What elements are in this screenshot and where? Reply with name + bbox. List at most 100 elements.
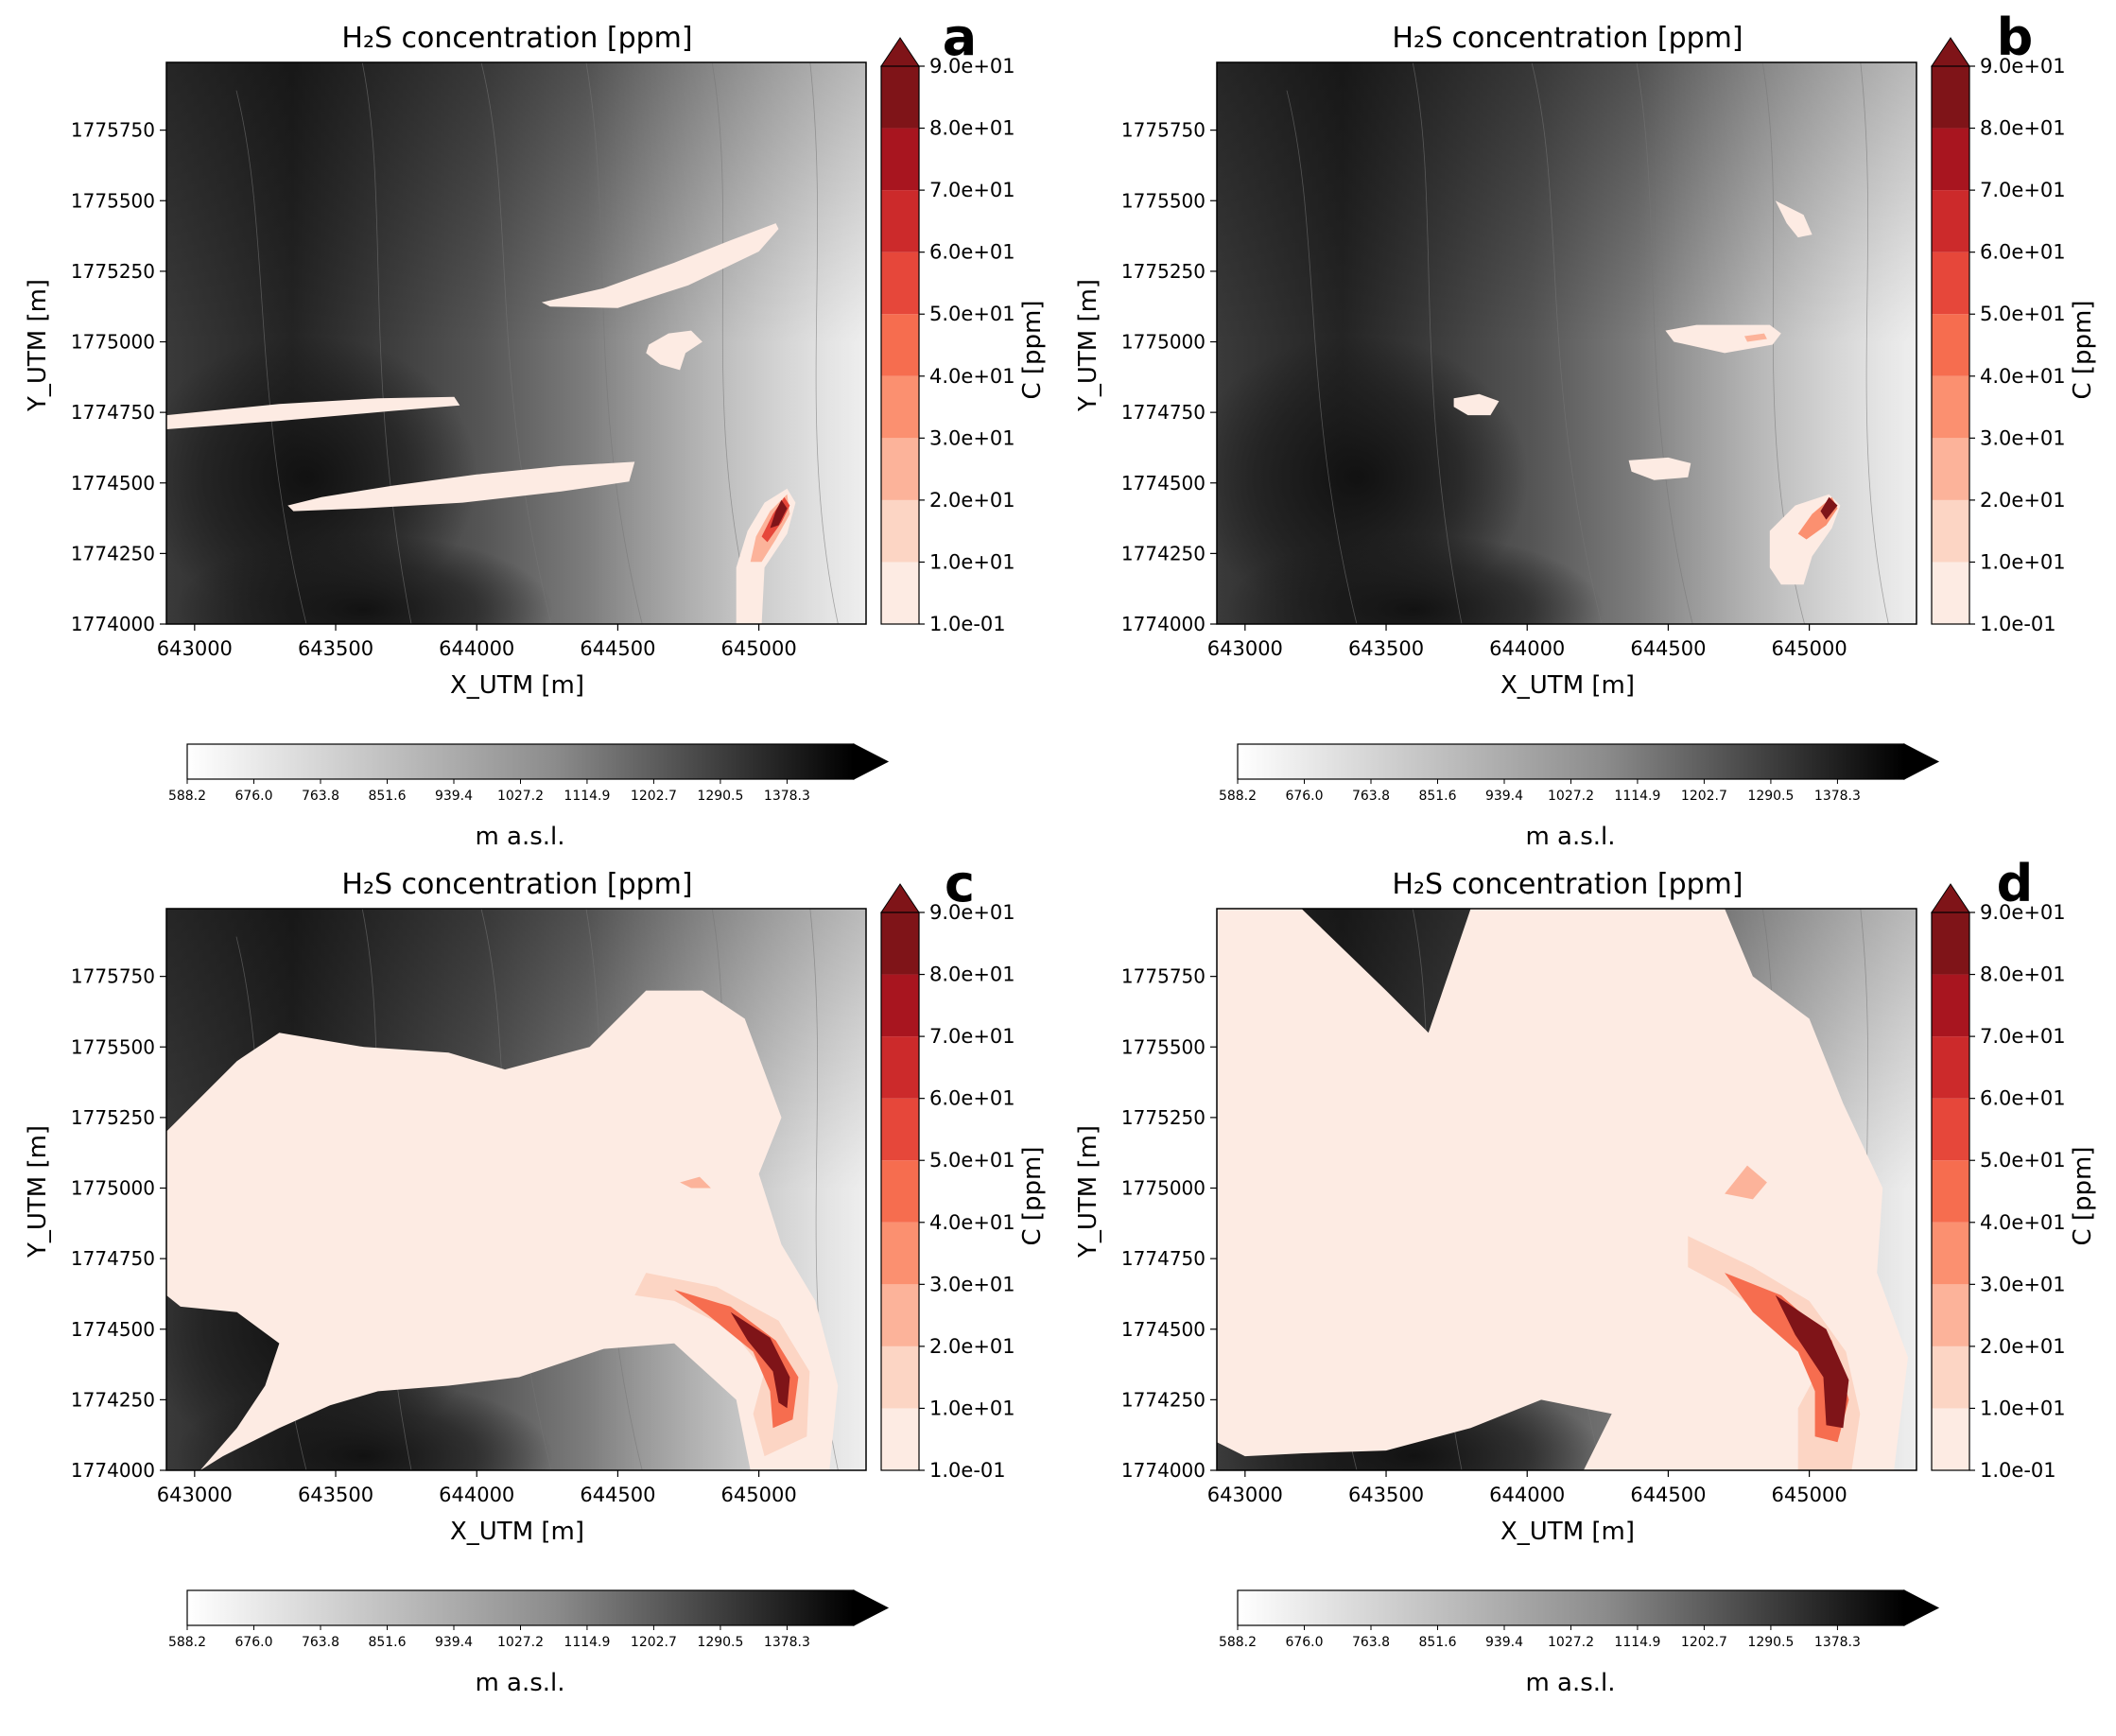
y-tick-label: 1775500 — [1121, 1035, 1205, 1058]
concentration-colorbar-segment — [881, 190, 919, 252]
plot-frame — [1216, 908, 1917, 1471]
concentration-colorbar-segment — [1932, 1036, 1969, 1099]
concentration-colorbar-segment — [1932, 1098, 1969, 1161]
concentration-colorbar-frame — [1931, 911, 1970, 1471]
terrain-colorbar-tick-label: 1378.3 — [1814, 1635, 1861, 1650]
x-tick-label: 643000 — [1207, 637, 1283, 660]
y-tick-label: 1775000 — [1121, 331, 1205, 354]
y-tick-label: 1775000 — [1121, 1177, 1205, 1200]
y-tick-label: 1775250 — [1121, 260, 1205, 283]
terrain-colorbar-tick-label: 1202.7 — [1681, 1635, 1727, 1650]
y-tick-label: 1775250 — [71, 260, 155, 283]
y-tick-label: 1774250 — [71, 542, 155, 564]
y-tick-label: 1775750 — [71, 965, 155, 988]
plume-level-9 — [1820, 496, 1838, 520]
plume-level-1 — [166, 990, 839, 1470]
terrain-contour — [235, 90, 307, 624]
concentration-colorbar-segment — [1932, 252, 1969, 315]
x-tick-label: 644000 — [439, 1484, 514, 1506]
concentration-colorbar-tick-label: 5.0e+01 — [929, 1149, 1015, 1172]
concentration-colorbar-tick-label: 6.0e+01 — [1980, 1087, 2066, 1110]
plume-level-1 — [1453, 393, 1500, 416]
concentration-colorbar-tick-label: 1.0e+01 — [1980, 550, 2066, 573]
concentration-colorbar-segment — [1932, 438, 1969, 500]
concentration-colorbar-tick-label: 1.0e-01 — [1980, 613, 2056, 635]
panel-title: H₂S concentration [ppm] — [341, 868, 692, 901]
concentration-colorbar-segment — [1932, 314, 1969, 376]
y-tick-label: 1775000 — [71, 1177, 155, 1200]
concentration-colorbar-segment — [881, 1284, 919, 1346]
plume-level-3 — [1744, 333, 1767, 342]
terrain-colorbar-bar — [1237, 743, 1905, 780]
concentration-colorbar-tick-label: 4.0e+01 — [1980, 365, 2066, 388]
y-tick-label: 1774250 — [1121, 1388, 1205, 1411]
concentration-colorbar-tick-label: 6.0e+01 — [1980, 241, 2066, 264]
y-tick-label: 1774750 — [1121, 401, 1205, 424]
plume-level-3 — [1725, 1165, 1767, 1200]
terrain-colorbar-tick-label: 851.6 — [1418, 1635, 1456, 1650]
terrain-colorbar-tick-label: 588.2 — [1219, 1635, 1257, 1650]
concentration-colorbar-tick-label: 2.0e+01 — [1980, 489, 2066, 512]
terrain-contour — [1286, 90, 1358, 624]
concentration-colorbar-frame — [1931, 65, 1970, 625]
terrain-colorbar-tick-label: 1114.9 — [1614, 789, 1660, 804]
y-tick-label: 1774750 — [1121, 1247, 1205, 1270]
y-tick-label: 1774000 — [1121, 613, 1205, 635]
concentration-colorbar-tick-label: 3.0e+01 — [929, 1273, 1015, 1295]
concentration-colorbar-segment — [881, 912, 919, 975]
x-tick-label: 643500 — [1348, 1484, 1424, 1506]
concentration-colorbar-tick-label: 2.0e+01 — [929, 489, 1015, 512]
y-tick-label: 1774500 — [71, 1318, 155, 1341]
terrain-colorbar-tick-label: 588.2 — [168, 789, 206, 804]
terrain-colorbar-tick-label: 763.8 — [1352, 789, 1390, 804]
y-axis-label: Y_UTM [m] — [1074, 1125, 1102, 1259]
concentration-colorbar-extend-arrow — [1931, 883, 1970, 913]
x-axis-label: X_UTM [m] — [450, 1518, 584, 1546]
y-axis-label: Y_UTM [m] — [24, 279, 52, 412]
terrain-colorbar-tick-label: 1202.7 — [631, 1635, 677, 1650]
panel-label: d — [1997, 854, 2034, 913]
concentration-colorbar-tick-label: 1.0e-01 — [1980, 1459, 2056, 1482]
x-tick-label: 643000 — [157, 637, 233, 660]
terrain-contour — [480, 62, 552, 624]
x-tick-label: 643000 — [157, 1484, 233, 1506]
panel-label: c — [945, 854, 975, 913]
concentration-colorbar-tick-label: 3.0e+01 — [1980, 1273, 2066, 1295]
terrain-contour — [1412, 62, 1463, 624]
terrain-contour — [1636, 62, 1693, 624]
x-tick-label: 643000 — [1207, 1484, 1283, 1506]
y-tick-label: 1775000 — [71, 331, 155, 354]
concentration-colorbar-tick-label: 9.0e+01 — [1980, 901, 2066, 924]
x-tick-label: 644000 — [1489, 637, 1565, 660]
terrain-colorbar-label: m a.s.l. — [475, 823, 564, 851]
concentration-colorbar-segment — [1932, 1408, 1969, 1470]
concentration-colorbar-segment — [881, 562, 919, 624]
terrain-contour — [809, 62, 839, 624]
x-axis-label: X_UTM [m] — [450, 671, 584, 700]
concentration-colorbar-segment — [881, 128, 919, 191]
terrain-colorbar-tick-label: 1027.2 — [497, 789, 544, 804]
panel-title: H₂S concentration [ppm] — [1392, 22, 1743, 55]
terrain-colorbar-tick-label: 1290.5 — [697, 1635, 743, 1650]
terrain-colorbar-tick-label: 1027.2 — [497, 1635, 544, 1650]
terrain-contour — [1860, 62, 1889, 624]
terrain-colorbar-tick-label: 676.0 — [234, 789, 272, 804]
concentration-colorbar-segment — [1932, 190, 1969, 252]
x-tick-label: 644500 — [580, 1484, 655, 1506]
terrain-colorbar-tick-label: 851.6 — [1418, 789, 1456, 804]
y-tick-label: 1774250 — [71, 1388, 155, 1411]
terrain-colorbar-tick-label: 1378.3 — [764, 1635, 810, 1650]
y-tick-label: 1774750 — [71, 401, 155, 424]
y-tick-label: 1774500 — [1121, 472, 1205, 495]
plume-level-3 — [680, 1176, 711, 1189]
panel-c: H₂S concentration [ppm] c X_UTM [m] Y_UT… — [24, 854, 1047, 1697]
concentration-colorbar-tick-label: 1.0e-01 — [929, 613, 1006, 635]
terrain-colorbar-extend-arrow — [1903, 1589, 1940, 1626]
terrain-colorbar-tick-label: 1114.9 — [1614, 1635, 1660, 1650]
plume-level-2 — [634, 1273, 810, 1457]
terrain-colorbar-tick-label: 939.4 — [435, 789, 473, 804]
terrain-colorbar-label: m a.s.l. — [1525, 1669, 1615, 1697]
concentration-colorbar-tick-label: 5.0e+01 — [929, 303, 1015, 325]
x-tick-label: 644000 — [439, 637, 514, 660]
